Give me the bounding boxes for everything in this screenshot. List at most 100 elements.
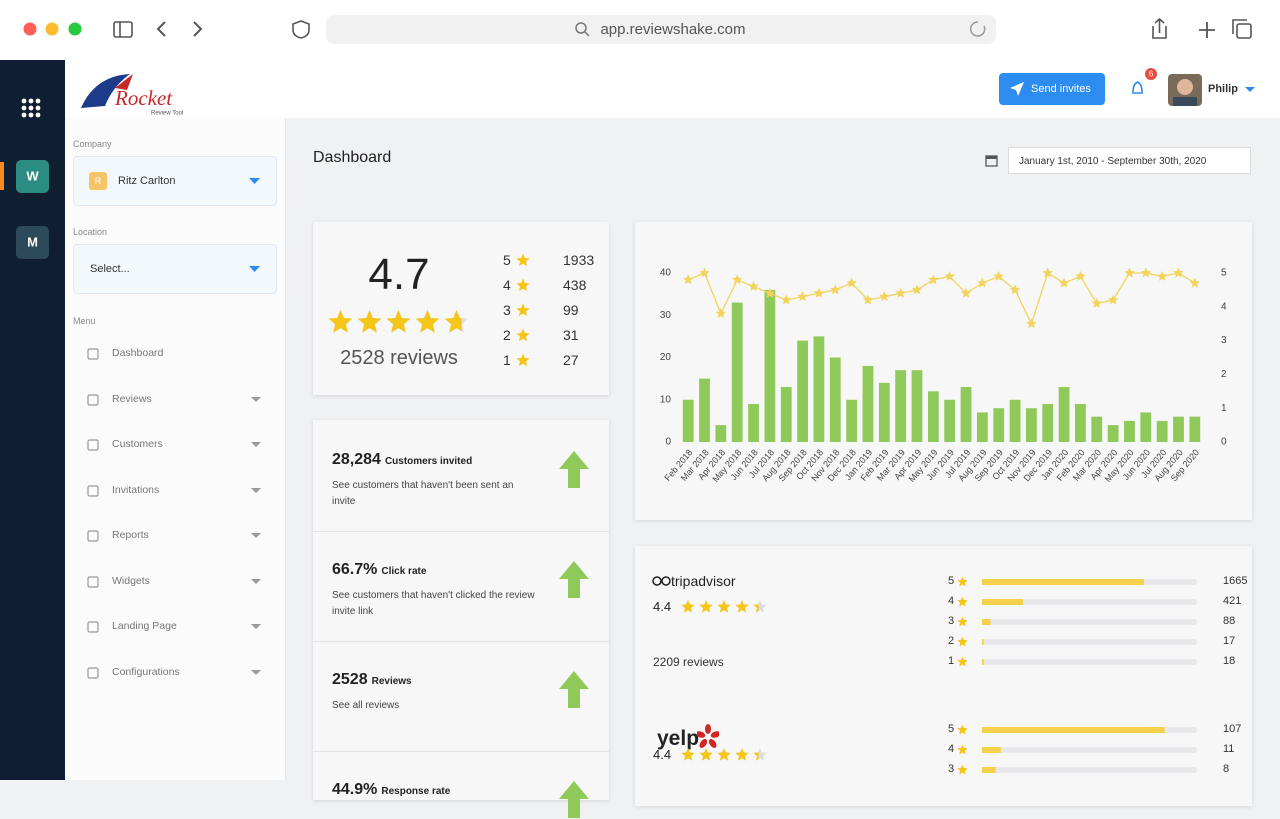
menu-icon (87, 484, 99, 497)
date-range[interactable]: January 1st, 2010 - September 30th, 2020 (1008, 147, 1251, 174)
bar-fill (982, 727, 1165, 733)
trend-arrow (559, 561, 589, 598)
bar (748, 403, 759, 442)
icon-shape (87, 393, 99, 406)
rating-point (731, 274, 743, 285)
star-icon (516, 328, 530, 342)
location-select[interactable]: Select... (73, 244, 277, 294)
star-level: 3 (503, 302, 511, 318)
y2-tick-label: 2 (1221, 369, 1227, 380)
star-level: 2 (948, 635, 955, 647)
logo-tagline: Review Tool (151, 111, 183, 117)
bar (927, 391, 939, 442)
stat-value: 2528 (332, 671, 368, 688)
rating-point (699, 267, 710, 278)
bar (1156, 420, 1168, 442)
avatar[interactable] (1168, 74, 1202, 106)
owl-eye (661, 576, 671, 586)
rating-point (944, 270, 955, 281)
menu-icon (87, 575, 99, 588)
stat-label: Response rate (381, 786, 451, 797)
star-count: 27 (563, 352, 579, 368)
company-select[interactable]: R Ritz Carlton (73, 156, 277, 206)
menu-item[interactable]: Dashboard (112, 347, 164, 359)
caret (249, 178, 260, 184)
star-icon (516, 303, 530, 317)
review-count: 2528 reviews (340, 347, 458, 369)
company-initial: R (89, 172, 107, 190)
menu-icon (87, 530, 99, 542)
star-level: 1 (503, 352, 511, 368)
menu-icon (87, 439, 99, 451)
star-level: 2 (503, 327, 511, 343)
trend-arrow (559, 671, 589, 708)
bar (1107, 425, 1119, 442)
bar (813, 336, 825, 442)
star-icon (957, 744, 968, 755)
rating-point (1042, 267, 1053, 278)
bar (878, 382, 890, 442)
yelp-burst (697, 724, 719, 748)
user-name[interactable]: Philip (1208, 83, 1238, 95)
owl-icon (652, 576, 671, 586)
bar (960, 387, 972, 442)
star (735, 600, 749, 613)
bar (1124, 420, 1135, 442)
icon-shape (87, 439, 99, 451)
burst-petal (699, 739, 708, 748)
caret (251, 669, 261, 675)
menu-item[interactable]: Reports (112, 529, 149, 541)
star-level: 5 (948, 575, 955, 587)
bar (715, 425, 727, 442)
stat-label: Customers invited (384, 456, 473, 467)
star-icon (957, 656, 968, 667)
app-rail-icons: W M (0, 98, 49, 259)
rating-point (862, 294, 874, 305)
star (957, 764, 968, 775)
menu-item[interactable]: Widgets (112, 574, 150, 587)
bar (1025, 408, 1037, 442)
icon-shape (87, 666, 99, 679)
star-count: 1665 (1223, 575, 1248, 587)
y-tick-label: 10 (660, 394, 672, 405)
app-tile[interactable]: W (26, 168, 39, 183)
star-icon (957, 764, 968, 775)
caret (251, 578, 261, 584)
bar-fill (982, 579, 1145, 585)
chart-card: 0 10 20 30 40 0 1 2 3 4 5 Feb 2018 Mar 2018 Apr 2018 M… (635, 222, 1252, 520)
bar (764, 289, 776, 442)
star-count: 1933 (563, 252, 595, 268)
menu-caret (251, 533, 261, 538)
icon-shape (87, 575, 99, 588)
app-tile[interactable]: M (27, 234, 38, 249)
notification-icon[interactable]: 6 (1125, 66, 1165, 102)
bar (976, 412, 988, 442)
separator (313, 751, 609, 752)
sources-card: tripadvisor 4.4 2209 reviews 5 1665 4 421 3 88 2 1… (635, 546, 1252, 806)
y2-tick-label: 5 (1221, 268, 1227, 279)
menu-icon (87, 621, 99, 633)
rating-point (895, 287, 906, 298)
menu-item[interactable]: Landing Page (112, 620, 177, 632)
bar (1058, 387, 1070, 442)
sidebar: Company R Ritz Carlton Location Select..… (65, 118, 286, 780)
rating-point (928, 274, 939, 285)
menu-item[interactable]: Reviews (112, 392, 152, 405)
star (957, 616, 968, 627)
star-icon (516, 353, 530, 367)
star-icon (957, 576, 968, 587)
rating-point (1173, 267, 1184, 278)
logo: Rocket Review Tool (81, 74, 183, 117)
star-icon (516, 253, 530, 267)
arrow (559, 561, 589, 598)
menu-item[interactable]: Customers (112, 438, 163, 450)
y2-tick-label: 3 (1221, 335, 1227, 346)
stats-card: 28,284 Customers invited See customers tha… (313, 420, 609, 818)
source-score: 4.4 (653, 747, 672, 762)
rating-point (682, 274, 694, 285)
menu-item[interactable]: Invitations (112, 483, 160, 496)
owl-eye (652, 576, 662, 586)
rating-point (977, 277, 988, 288)
menu-item[interactable]: Configurations (112, 665, 180, 678)
